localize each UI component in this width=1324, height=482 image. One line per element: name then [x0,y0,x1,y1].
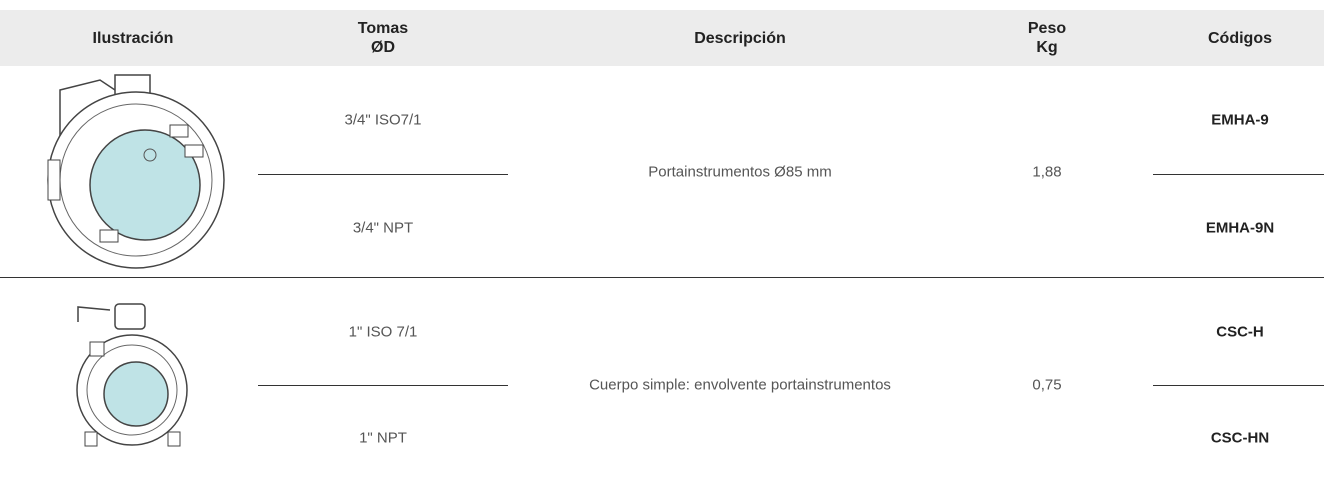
header-text: Peso [1027,20,1067,37]
header-cell: Peso Kg [1028,10,1066,66]
cell-text: 1" NPT [359,429,407,447]
product-image [47,74,225,269]
cell-text: 3/4" ISO7/1 [344,111,422,129]
cell-text: Cuerpo simple: envolvente portainstrumen… [589,376,891,394]
header-bar [0,10,1324,66]
header-text: ØD [370,39,395,56]
code-text: EMHA-9N [1205,219,1275,237]
header-text: Códigos [1208,29,1272,47]
cell-text: Portainstrumentos Ø85 mm [648,163,832,181]
cell-text: 1,88 [1032,163,1062,181]
divider [1153,174,1324,175]
header-cell: Códigos [1208,10,1272,66]
cell-text: 3/4" NPT [352,219,414,237]
code-text: EMHA-9 [1211,111,1269,129]
code-text: CSC-H [1216,323,1264,341]
header-cell: Tomas ØD [358,10,408,66]
header-cell: Descripción [694,10,786,66]
header-text: Descripción [694,29,786,47]
code-text: CSC-HN [1210,429,1270,447]
cell-text: 1" ISO 7/1 [348,323,418,341]
header-text: Ilustración [92,29,174,47]
divider [258,385,508,386]
header-text: Tomas [357,20,409,37]
header-cell: Ilustración [93,10,174,66]
cell-text: 0,75 [1032,376,1062,394]
divider [1153,385,1324,386]
divider [258,174,508,175]
product-image [76,303,188,447]
row-divider [0,277,1324,278]
header-text: Kg [1036,39,1058,56]
